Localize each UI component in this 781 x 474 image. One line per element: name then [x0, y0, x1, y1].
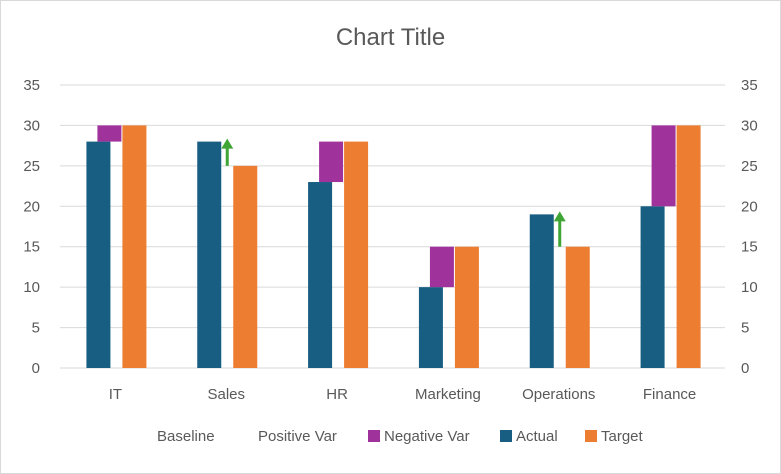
- legend-label: Target: [601, 428, 644, 445]
- positive-var-arrowhead: [221, 138, 234, 149]
- bar-negative-var: [429, 246, 454, 288]
- bar-actual: [640, 206, 665, 368]
- x-tick-label: HR: [326, 386, 348, 403]
- legend-label: Actual: [516, 428, 558, 445]
- y-tick-label-left: 15: [23, 239, 40, 256]
- legend-label: Positive Var: [258, 428, 337, 445]
- bar-target: [676, 125, 701, 368]
- bar-target: [344, 141, 369, 368]
- x-tick-label: IT: [109, 386, 122, 403]
- legend-swatch: [368, 430, 380, 442]
- bar-actual: [418, 287, 443, 368]
- y-tick-label-left: 10: [23, 279, 40, 296]
- legend-swatch: [500, 430, 512, 442]
- bar-actual: [529, 214, 554, 368]
- bar-target: [122, 125, 147, 368]
- bar-negative-var: [319, 141, 344, 183]
- y-tick-label-right: 25: [741, 158, 758, 175]
- legend-label: Negative Var: [384, 428, 470, 445]
- y-tick-label-left: 0: [32, 360, 40, 377]
- y-tick-label-right: 15: [741, 239, 758, 256]
- y-tick-label-right: 5: [741, 320, 749, 337]
- bar-negative-var: [97, 125, 122, 142]
- y-tick-label-left: 35: [23, 77, 40, 94]
- y-tick-label-left: 5: [32, 320, 40, 337]
- bar-actual: [86, 141, 111, 368]
- positive-var-arrowhead: [553, 211, 566, 222]
- x-tick-label: Operations: [522, 386, 595, 403]
- y-tick-label-right: 35: [741, 77, 758, 94]
- y-tick-label-right: 20: [741, 198, 758, 215]
- bar-actual: [197, 141, 222, 368]
- y-tick-label-right: 0: [741, 360, 749, 377]
- y-tick-label-right: 30: [741, 117, 758, 134]
- y-tick-label-left: 25: [23, 158, 40, 175]
- bar-negative-var: [651, 125, 676, 207]
- legend-label: Baseline: [157, 428, 215, 445]
- y-tick-label-right: 10: [741, 279, 758, 296]
- x-tick-label: Sales: [207, 386, 245, 403]
- chart-title: Chart Title: [335, 24, 446, 51]
- y-tick-label-left: 20: [23, 198, 40, 215]
- x-tick-label: Finance: [643, 386, 696, 403]
- bar-target: [233, 165, 258, 368]
- x-tick-label: Marketing: [415, 386, 481, 403]
- legend-swatch: [585, 430, 597, 442]
- bar-target: [454, 246, 479, 368]
- bar-target: [565, 246, 590, 368]
- bar-actual: [308, 182, 333, 368]
- y-tick-label-left: 30: [23, 117, 40, 134]
